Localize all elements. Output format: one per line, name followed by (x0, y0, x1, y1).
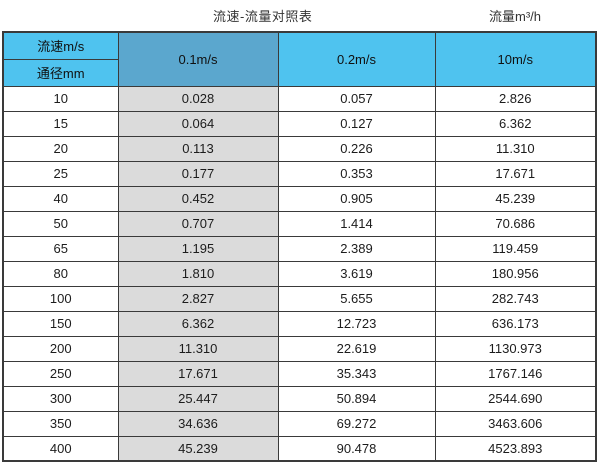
flow-value-cell: 282.743 (434, 285, 597, 312)
flow-value-cell: 12.723 (277, 310, 436, 337)
table-title: 流速-流量对照表 (213, 9, 313, 24)
flow-rate-unit-label: 流量m³/h (489, 9, 542, 24)
flow-value-cell: 1767.146 (434, 360, 597, 387)
flow-value-cell: 1.195 (117, 235, 279, 262)
table-row: 40 0.452 0.905 45.239 (2, 185, 597, 212)
flow-value-cell: 0.353 (277, 160, 436, 187)
diameter-cell: 350 (2, 410, 119, 437)
flow-value-cell: 45.239 (117, 435, 279, 462)
flow-value-cell: 0.905 (277, 185, 436, 212)
flow-value-cell: 17.671 (117, 360, 279, 387)
flow-value-cell: 2544.690 (434, 385, 597, 412)
diameter-cell: 150 (2, 310, 119, 337)
flow-value-cell: 0.707 (117, 210, 279, 237)
flow-value-cell: 0.064 (117, 110, 279, 137)
flow-value-cell: 25.447 (117, 385, 279, 412)
diameter-cell: 400 (2, 435, 119, 462)
table-row: 400 45.239 90.478 4523.893 (2, 435, 597, 462)
table-row: 25 0.177 0.353 17.671 (2, 160, 597, 187)
table-row: 250 17.671 35.343 1767.146 (2, 360, 597, 387)
diameter-cell: 50 (2, 210, 119, 237)
flow-value-cell: 180.956 (434, 260, 597, 287)
diameter-cell: 250 (2, 360, 119, 387)
flow-value-cell: 5.655 (277, 285, 436, 312)
flow-value-cell: 3463.606 (434, 410, 597, 437)
header-row-diameter: 通径mm (2, 58, 596, 87)
table-row: 100 2.827 5.655 282.743 (2, 285, 597, 312)
flow-value-cell: 0.113 (117, 135, 279, 162)
table-row: 80 1.810 3.619 180.956 (2, 260, 597, 287)
header-column-0-1ms: 0.1m/s (117, 31, 279, 87)
flow-value-cell: 35.343 (277, 360, 436, 387)
table-row: 150 6.362 12.723 636.173 (2, 310, 597, 337)
flow-value-cell: 119.459 (434, 235, 597, 262)
flow-value-cell: 45.239 (434, 185, 597, 212)
flow-value-cell: 636.173 (434, 310, 597, 337)
diameter-cell: 40 (2, 185, 119, 212)
header-column-10ms: 10m/s (434, 31, 597, 87)
flow-value-cell: 1.414 (277, 210, 436, 237)
flow-value-cell: 4523.893 (434, 435, 597, 462)
table-body: 10 0.028 0.057 2.826 15 0.064 0.127 6.362 20 0.11… (2, 85, 597, 462)
diameter-cell: 25 (2, 160, 119, 187)
header-diameter-label: 通径mm (2, 58, 119, 87)
flow-value-cell: 6.362 (434, 110, 597, 137)
table-row: 15 0.064 0.127 6.362 (2, 110, 597, 137)
flow-value-cell: 0.452 (117, 185, 279, 212)
flow-value-cell: 2.389 (277, 235, 436, 262)
diameter-cell: 20 (2, 135, 119, 162)
caption-row: 流速-流量对照表 流量m³/h (0, 0, 600, 31)
table-row: 300 25.447 50.894 2544.690 (2, 385, 597, 412)
diameter-cell: 200 (2, 335, 119, 362)
flow-value-cell: 90.478 (277, 435, 436, 462)
diameter-cell: 15 (2, 110, 119, 137)
diameter-cell: 80 (2, 260, 119, 287)
diameter-cell: 65 (2, 235, 119, 262)
flow-value-cell: 1130.973 (434, 335, 597, 362)
flow-value-cell: 6.362 (117, 310, 279, 337)
flow-value-cell: 11.310 (434, 135, 597, 162)
flow-value-cell: 34.636 (117, 410, 279, 437)
table-header: 流速m/s 0.1m/s 0.2m/s 10m/s 通径mm (2, 31, 597, 87)
header-column-0-2ms: 0.2m/s (277, 31, 436, 87)
flow-value-cell: 1.810 (117, 260, 279, 287)
diameter-cell: 300 (2, 385, 119, 412)
flow-value-cell: 70.686 (434, 210, 597, 237)
flow-value-cell: 2.826 (434, 85, 597, 112)
flow-value-cell: 0.028 (117, 85, 279, 112)
header-flow-velocity-label: 流速m/s (2, 31, 119, 60)
table-row: 10 0.028 0.057 2.826 (2, 85, 597, 112)
flow-value-cell: 69.272 (277, 410, 436, 437)
flow-value-cell: 0.226 (277, 135, 436, 162)
flow-value-cell: 3.619 (277, 260, 436, 287)
flow-velocity-rate-table: 流速m/s 0.1m/s 0.2m/s 10m/s 通径mm 10 0.028 0.… (2, 31, 597, 462)
table-row: 350 34.636 69.272 3463.606 (2, 410, 597, 437)
flow-value-cell: 17.671 (434, 160, 597, 187)
table-row: 65 1.195 2.389 119.459 (2, 235, 597, 262)
flow-value-cell: 2.827 (117, 285, 279, 312)
table-row: 50 0.707 1.414 70.686 (2, 210, 597, 237)
table-row: 200 11.310 22.619 1130.973 (2, 335, 597, 362)
flow-value-cell: 11.310 (117, 335, 279, 362)
table-row: 20 0.113 0.226 11.310 (2, 135, 597, 162)
flow-value-cell: 50.894 (277, 385, 436, 412)
diameter-cell: 100 (2, 285, 119, 312)
header-row-velocity: 流速m/s 0.1m/s 0.2m/s 10m/s (2, 31, 597, 87)
flow-value-cell: 0.057 (277, 85, 436, 112)
flow-value-cell: 0.177 (117, 160, 279, 187)
flow-value-cell: 22.619 (277, 335, 436, 362)
diameter-cell: 10 (2, 85, 119, 112)
flow-value-cell: 0.127 (277, 110, 436, 137)
